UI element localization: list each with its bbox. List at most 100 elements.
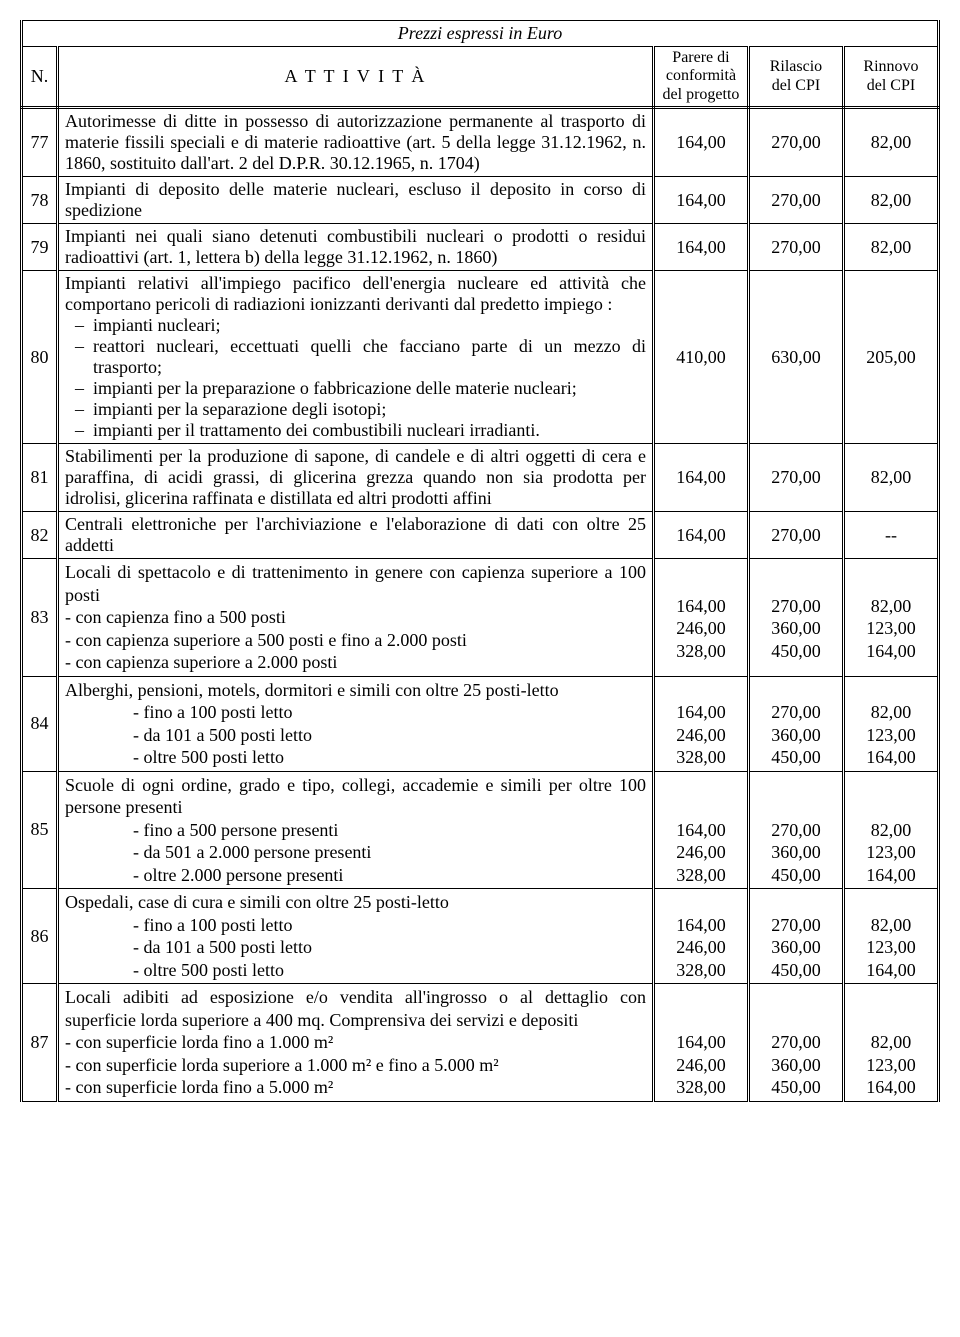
table-row: 79Impianti nei quali siano detenuti comb… (22, 224, 939, 271)
row-number: 78 (22, 177, 58, 224)
value-col1-line: 246,00 (661, 617, 741, 640)
value-col3-line: 82,00 (851, 1031, 931, 1054)
value-col1: 164,00246,00328,00 (653, 984, 748, 1102)
value-col3: 82,00 (843, 177, 938, 224)
activity-subline: - da 101 a 500 posti letto (65, 936, 646, 959)
activity-bullet: impianti per il trattamento dei combusti… (65, 420, 646, 441)
value-col2-line: 450,00 (756, 864, 836, 887)
table-row: 84Alberghi, pensioni, motels, dormitori … (22, 676, 939, 771)
value-col1: 164,00246,00328,00 (653, 771, 748, 889)
activity-subline: - fino a 100 posti letto (65, 914, 646, 937)
table-row: 81Stabilimenti per la produzione di sapo… (22, 444, 939, 512)
header-col2: Rilascio del CPI (748, 47, 843, 108)
value-col3: 82,00123,00164,00 (843, 676, 938, 771)
value-col3-line: 123,00 (851, 936, 931, 959)
value-col1-line: 328,00 (661, 959, 741, 982)
value-col1-line: 246,00 (661, 724, 741, 747)
activity-intro: Locali di spettacolo e di trattenimento … (65, 561, 646, 606)
value-col3: -- (843, 512, 938, 559)
value-col3: 82,00 (843, 108, 938, 177)
table-row: 83Locali di spettacolo e di tratteniment… (22, 559, 939, 677)
value-col2: 270,00 (748, 444, 843, 512)
value-col3-line: 82,00 (851, 914, 931, 937)
value-col1-line (661, 572, 741, 595)
value-col2-line (756, 679, 836, 702)
table-body: 77Autorimesse di ditte in possesso di au… (22, 108, 939, 1102)
activity-subline: - con superficie lorda fino a 1.000 m² (65, 1031, 646, 1054)
header-col2-text: Rilascio del CPI (770, 58, 822, 93)
value-col2: 270,00360,00450,00 (748, 771, 843, 889)
value-col3-line: 164,00 (851, 746, 931, 769)
header-col3-text: Rinnovo del CPI (863, 58, 918, 93)
value-col1: 164,00 (653, 108, 748, 177)
activity-subline: - con superficie lorda fino a 5.000 m² (65, 1076, 646, 1099)
header-activity: A T T I V I T À (58, 47, 654, 108)
value-col3-line: 82,00 (851, 819, 931, 842)
activity-subline: - con capienza superiore a 2.000 posti (65, 651, 646, 674)
row-number: 85 (22, 771, 58, 889)
activity-intro: Locali adibiti ad esposizione e/o vendit… (65, 986, 646, 1031)
row-number: 87 (22, 984, 58, 1102)
activity-intro: Impianti relativi all'impiego pacifico d… (65, 273, 646, 315)
table-row: 82Centrali elettroniche per l'archiviazi… (22, 512, 939, 559)
title-row: Prezzi espressi in Euro (22, 21, 939, 47)
value-col3-line (851, 986, 931, 1009)
value-col2: 270,00 (748, 512, 843, 559)
value-col3-line (851, 1009, 931, 1032)
table-row: 87Locali adibiti ad esposizione e/o vend… (22, 984, 939, 1102)
value-col1-line: 328,00 (661, 864, 741, 887)
value-col1: 164,00 (653, 177, 748, 224)
activity-bullet: impianti nucleari; (65, 315, 646, 336)
value-col1-line: 328,00 (661, 1076, 741, 1099)
activity-intro: Scuole di ogni ordine, grado e tipo, col… (65, 774, 646, 819)
activity-bullet: reattori nucleari, eccettuati quelli che… (65, 336, 646, 378)
value-col2-line: 450,00 (756, 640, 836, 663)
value-col1-line: 328,00 (661, 746, 741, 769)
value-col3-line: 164,00 (851, 1076, 931, 1099)
activity-subline: - fino a 100 posti letto (65, 701, 646, 724)
value-col3-line (851, 572, 931, 595)
value-col2: 630,00 (748, 271, 843, 444)
value-col1-line: 246,00 (661, 841, 741, 864)
value-col3-line (851, 891, 931, 914)
value-col1-line: 164,00 (661, 701, 741, 724)
row-number: 83 (22, 559, 58, 677)
value-col2-line: 270,00 (756, 701, 836, 724)
table-row: 78Impianti di deposito delle materie nuc… (22, 177, 939, 224)
value-col1-line: 246,00 (661, 1054, 741, 1077)
value-col2-line: 450,00 (756, 746, 836, 769)
value-col2-line: 450,00 (756, 1076, 836, 1099)
header-row: N. A T T I V I T À Parere di conformità … (22, 47, 939, 108)
price-table-page: Prezzi espressi in Euro N. A T T I V I T… (20, 20, 940, 1102)
header-col1-text: Parere di conformità del progetto (663, 49, 740, 103)
activity-cell: Impianti di deposito delle materie nucle… (58, 177, 654, 224)
value-col2: 270,00 (748, 224, 843, 271)
activity-subline: - da 101 a 500 posti letto (65, 724, 646, 747)
activity-subline: - oltre 2.000 persone presenti (65, 864, 646, 887)
value-col3: 82,00 (843, 444, 938, 512)
activity-subline: - da 501 a 2.000 persone presenti (65, 841, 646, 864)
activity-cell: Alberghi, pensioni, motels, dormitori e … (58, 676, 654, 771)
table-title: Prezzi espressi in Euro (22, 21, 939, 47)
value-col2-line: 270,00 (756, 1031, 836, 1054)
value-col3-line: 164,00 (851, 864, 931, 887)
value-col3-line: 123,00 (851, 841, 931, 864)
value-col2-line: 450,00 (756, 959, 836, 982)
value-col1-line (661, 986, 741, 1009)
value-col1-line: 164,00 (661, 914, 741, 937)
row-number: 86 (22, 889, 58, 984)
value-col2: 270,00 (748, 108, 843, 177)
value-col2-line (756, 891, 836, 914)
activity-cell: Scuole di ogni ordine, grado e tipo, col… (58, 771, 654, 889)
value-col3-line: 164,00 (851, 640, 931, 663)
activity-cell: Impianti relativi all'impiego pacifico d… (58, 271, 654, 444)
value-col3: 82,00123,00164,00 (843, 559, 938, 677)
value-col1-line (661, 774, 741, 797)
activity-cell: Impianti nei quali siano detenuti combus… (58, 224, 654, 271)
activity-intro: Ospedali, case di cura e simili con oltr… (65, 891, 646, 914)
activity-subline: - con capienza superiore a 500 posti e f… (65, 629, 646, 652)
activity-cell: Locali adibiti ad esposizione e/o vendit… (58, 984, 654, 1102)
value-col1: 164,00 (653, 512, 748, 559)
value-col1-line: 164,00 (661, 1031, 741, 1054)
value-col2: 270,00360,00450,00 (748, 559, 843, 677)
